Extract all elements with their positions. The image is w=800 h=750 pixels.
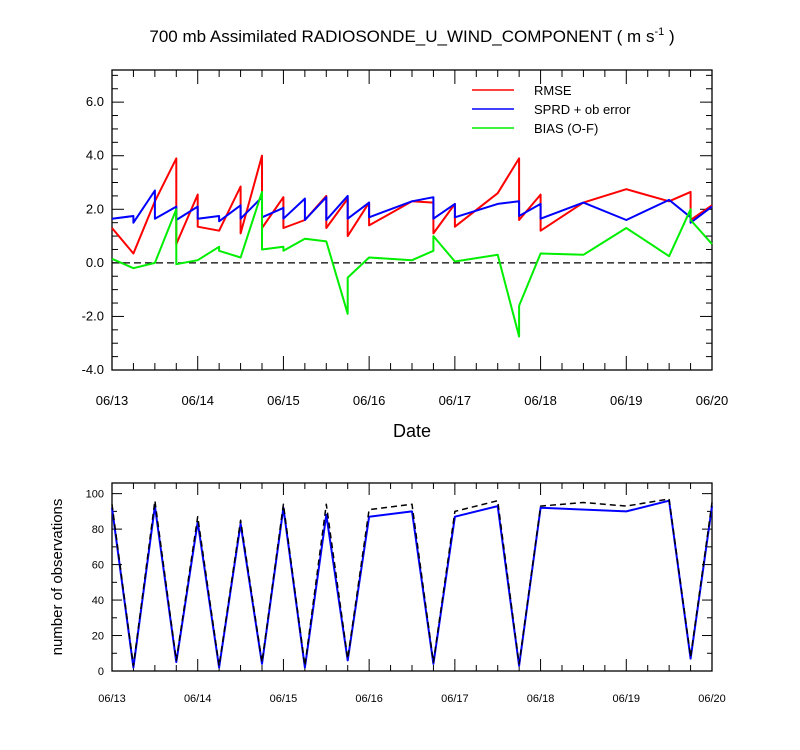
x-tick-label: 06/18 — [527, 693, 555, 705]
x-axis-label: Date — [393, 421, 431, 441]
series-line-rmse — [111, 154, 713, 255]
series-line-observations-used — [111, 499, 713, 669]
y-tick-label: 0 — [98, 666, 104, 678]
x-tick-label: 06/13 — [98, 693, 126, 705]
chart-title-main: 700 mb Assimilated RADIOSONDE_U_WIND_COM… — [149, 27, 654, 46]
x-tick-label: 06/17 — [439, 393, 472, 408]
x-tick-label: 06/15 — [270, 693, 298, 705]
series-line-sprd-ob-error — [111, 189, 713, 224]
y-tick-label: -4.0 — [82, 362, 104, 377]
bottom-chart: 06/13 06/14 06/15 06/16 06/17 06/18 06/19 06/20… — [86, 482, 726, 705]
y-tick-label: 60 — [92, 560, 104, 572]
chart-title-end: ) — [664, 27, 674, 46]
x-tick-label: 06/17 — [441, 693, 469, 705]
x-tick-label: 06/15 — [267, 393, 300, 408]
y-tick-label: 80 — [92, 524, 104, 536]
y-tick-label: 40 — [92, 595, 104, 607]
series-line-bias-o-f — [111, 190, 713, 338]
x-tick-label: 06/16 — [355, 693, 383, 705]
x-tick-label: 06/19 — [610, 393, 643, 408]
x-tick-label: 06/16 — [353, 393, 386, 408]
chart-title-superscript: -1 — [654, 26, 664, 38]
x-tick-label: 06/20 — [698, 693, 726, 705]
chart-title: 700 mb Assimilated RADIOSONDE_U_WIND_COM… — [149, 26, 674, 46]
y-tick-label: 4.0 — [86, 148, 104, 163]
legend-label: SPRD + ob error — [534, 102, 631, 117]
legend-label: RMSE — [534, 83, 572, 98]
legend-label: BIAS (O-F) — [534, 121, 598, 136]
y-tick-label: 20 — [92, 631, 104, 643]
series-line-observations-possible — [111, 498, 713, 667]
bottom-y-axis-label: number of observations — [49, 499, 66, 656]
x-tick-label: 06/14 — [184, 693, 212, 705]
y-tick-label: 2.0 — [86, 201, 104, 216]
top-chart: 06/13 06/14 06/15 06/16 06/17 06/18 06/19 06/20… — [82, 69, 729, 408]
x-tick-label: 06/14 — [181, 393, 214, 408]
y-tick-label: 0.0 — [86, 255, 104, 270]
x-tick-label: 06/13 — [96, 393, 129, 408]
x-tick-label: 06/19 — [613, 693, 641, 705]
y-tick-label: -2.0 — [82, 308, 104, 323]
y-tick-label: 100 — [86, 489, 104, 501]
x-tick-label: 06/18 — [524, 393, 557, 408]
x-tick-label: 06/20 — [696, 393, 729, 408]
y-tick-label: 6.0 — [86, 94, 104, 109]
